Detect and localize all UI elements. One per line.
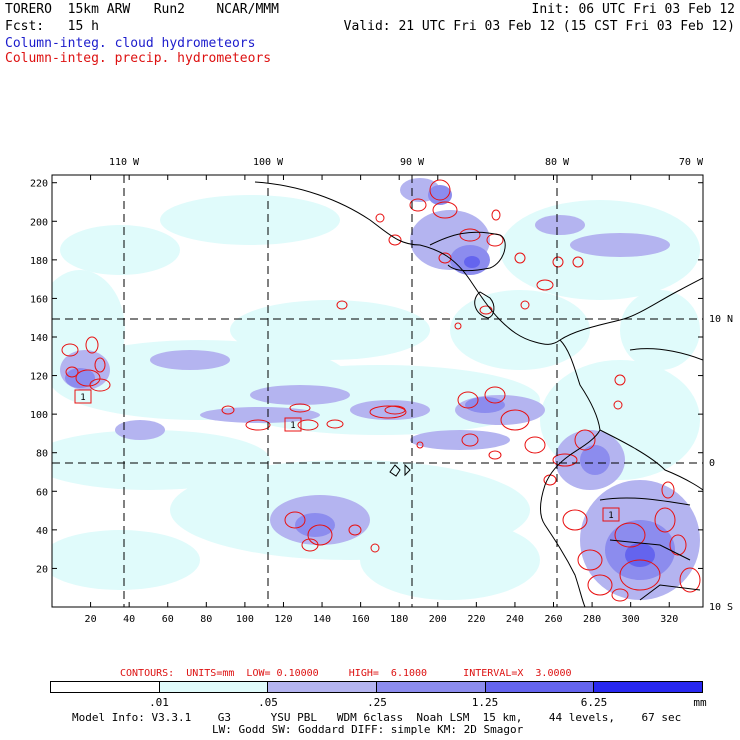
lon-label: 100 W — [253, 157, 284, 168]
max-marker-label: 1 — [80, 393, 85, 403]
x-tick-label: 80 — [200, 614, 212, 625]
max-markers: 1 1 1 — [74, 389, 620, 522]
x-tick-label: 160 — [352, 614, 370, 625]
x-tick-label: 100 — [236, 614, 254, 625]
color-bar-segment — [377, 682, 486, 692]
cloud-field-label: Column-integ. cloud hydrometeors — [5, 36, 256, 51]
x-tick-label: 220 — [467, 614, 485, 625]
color-bar-label: .01 — [149, 696, 169, 709]
x-tick-label: 300 — [622, 614, 640, 625]
y-tick-label: 40 — [36, 526, 48, 537]
y-tick-label: 20 — [36, 564, 48, 575]
max-marker-label: 1 — [608, 511, 613, 521]
color-bar-segment — [159, 682, 269, 692]
y-tick-label: 220 — [30, 179, 48, 190]
y-tick-label: 100 — [30, 410, 48, 421]
precip-field-label: Column-integ. precip. hydrometeors — [5, 51, 272, 66]
y-tick-label: 60 — [36, 487, 48, 498]
map-frame — [51, 174, 704, 608]
model-info: Model Info: V3.3.1 G3 YSU PBL WDM 6class… — [72, 711, 682, 724]
x-tick-label: 240 — [506, 614, 524, 625]
color-bar-segment — [268, 682, 378, 692]
x-tick-label: 180 — [390, 614, 408, 625]
max-marker-label: 1 — [290, 421, 295, 431]
contour-info: CONTOURS: UNITS=mm LOW= 0.10000 HIGH= 6.… — [120, 668, 572, 679]
lon-label: 80 W — [545, 157, 570, 168]
lon-label: 110 W — [109, 157, 140, 168]
x-tick-label: 320 — [660, 614, 678, 625]
y-tick-label: 80 — [36, 449, 48, 460]
lon-label: 90 W — [400, 157, 425, 168]
x-tick-label: 40 — [123, 614, 135, 625]
lon-label: 70 W — [679, 157, 704, 168]
color-bar-segment — [51, 682, 160, 692]
y-tick-label: 180 — [30, 256, 48, 267]
physics-info: LW: Godd SW: Goddard DIFF: simple KM: 2D… — [212, 723, 524, 736]
y-tick-label: 140 — [30, 333, 48, 344]
valid-time: Valid: 21 UTC Fri 03 Feb 12 (15 CST Fri … — [343, 19, 735, 34]
cloud-shading — [52, 178, 700, 600]
graticule — [52, 175, 703, 607]
lat-label: 10 N — [709, 314, 733, 325]
init-time: Init: 06 UTC Fri 03 Feb 12 — [531, 2, 736, 17]
forecast-hour: Fcst: 15 h — [5, 19, 99, 34]
x-tick-label: 140 — [313, 614, 331, 625]
color-bar-units: mm — [693, 696, 707, 709]
color-bar-label: .25 — [367, 696, 387, 709]
x-tick-label: 280 — [583, 614, 601, 625]
y-tick-label: 120 — [30, 372, 48, 383]
x-tick-label: 20 — [85, 614, 97, 625]
x-tick-label: 60 — [162, 614, 174, 625]
color-bar-segment — [485, 682, 595, 692]
lat-label: 0 — [709, 458, 715, 469]
color-bar — [50, 681, 703, 693]
y-tick-label: 160 — [30, 294, 48, 305]
color-bar-label: 6.25 — [580, 696, 608, 709]
x-tick-label: 260 — [544, 614, 562, 625]
color-bar-label: .05 — [258, 696, 278, 709]
lat-label: 10 S — [709, 602, 733, 613]
x-tick-label: 120 — [274, 614, 292, 625]
color-bar-segment — [594, 682, 703, 692]
y-tick-label: 200 — [30, 217, 48, 228]
model-title: TORERO 15km ARW Run2 NCAR/MMM — [5, 2, 279, 17]
coastlines — [254, 181, 703, 607]
x-tick-label: 200 — [429, 614, 447, 625]
color-bar-label: 1.25 — [471, 696, 499, 709]
